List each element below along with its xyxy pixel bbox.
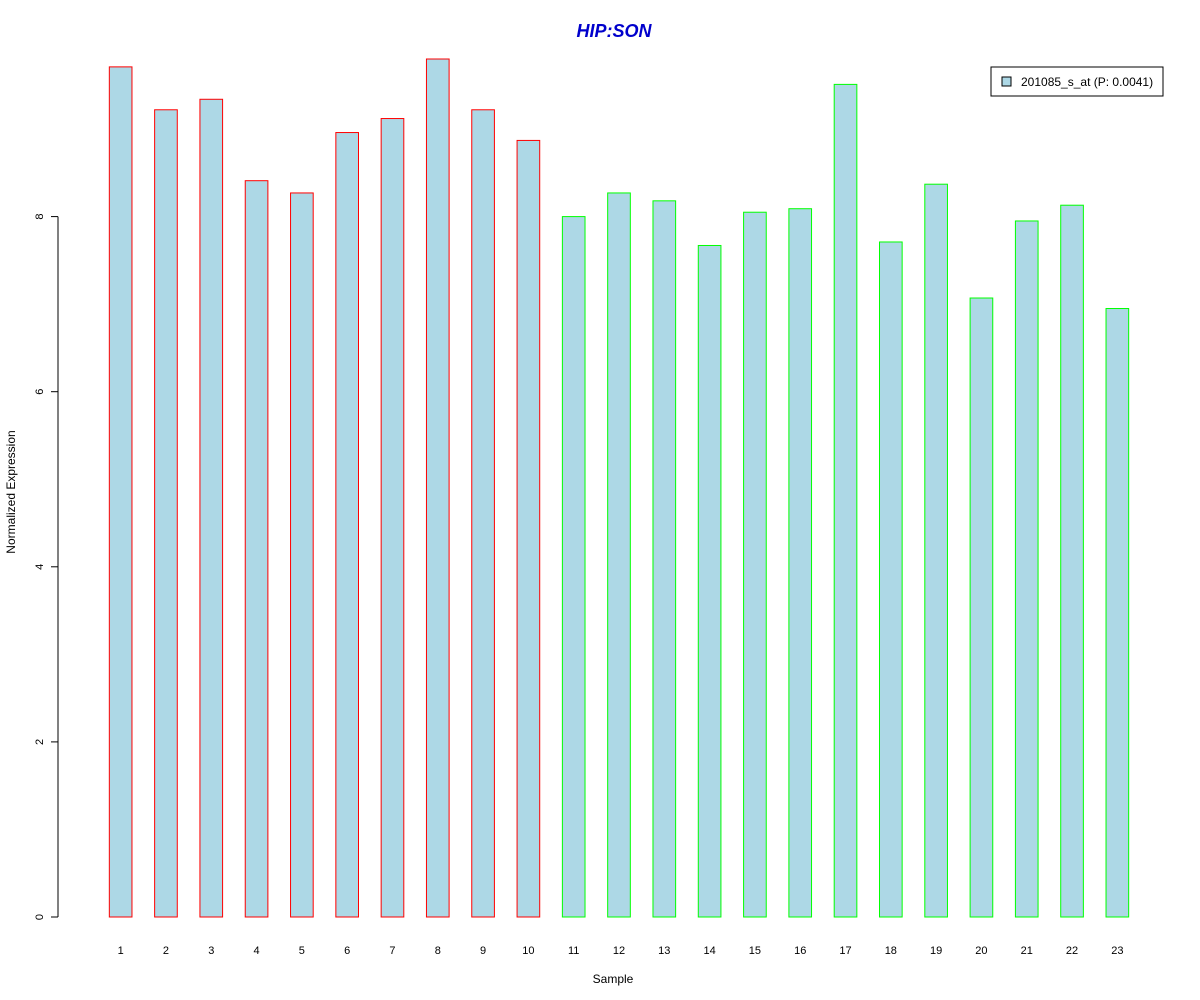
- bar-sample-18: [879, 241, 903, 918]
- bar-sample-3: [199, 98, 224, 918]
- y-tick-label: 6: [34, 389, 46, 395]
- bar-sample-2: [154, 109, 178, 918]
- x-tick-label: 2: [163, 945, 169, 957]
- y-axis-title: Normalized Expression: [4, 430, 18, 553]
- bar-sample-17: [833, 83, 858, 918]
- legend-box: [990, 66, 1164, 97]
- x-tick-label: 21: [1021, 945, 1033, 957]
- bar-sample-11: [561, 216, 586, 918]
- y-tick-label: 8: [34, 214, 46, 220]
- x-tick-label: 6: [344, 945, 350, 957]
- bar-sample-23: [1105, 308, 1130, 918]
- legend-swatch: [1001, 76, 1012, 87]
- x-tick-label: 19: [930, 945, 942, 957]
- bars: [108, 58, 1130, 918]
- bar-sample-10: [516, 139, 541, 918]
- x-tick-label: 23: [1111, 945, 1123, 957]
- x-tick-label: 10: [522, 945, 534, 957]
- y-axis: 0 2 4 6 8: [34, 214, 59, 920]
- y-tick-label: 2: [34, 739, 46, 745]
- bar-sample-13: [652, 200, 677, 918]
- bar-sample-7: [380, 118, 405, 918]
- x-axis-title: Sample: [593, 972, 634, 986]
- x-tick-label: 20: [975, 945, 987, 957]
- x-tick-label: 11: [568, 945, 579, 957]
- bar-sample-1: [108, 66, 133, 918]
- x-tick-label: 4: [254, 945, 260, 957]
- x-tick-label: 5: [299, 945, 305, 957]
- x-tick-label: 9: [480, 945, 486, 957]
- bar-sample-16: [788, 208, 813, 918]
- x-tick-label: 12: [613, 945, 625, 957]
- x-tick-label: 3: [208, 945, 214, 957]
- x-tick-label: 13: [658, 945, 670, 957]
- x-tick-labels: 1 2 3 4 5 6 7 8 9 10 11 12 13 14 15 16 17 18 19 20 21 22 23: [118, 945, 1124, 957]
- bar-sample-22: [1060, 204, 1084, 918]
- chart-title: HIP:SON: [576, 21, 652, 41]
- x-tick-label: 1: [118, 945, 124, 957]
- bar-sample-8: [425, 58, 450, 918]
- legend: 201085_s_at (P: 0.0041): [990, 66, 1164, 97]
- y-tick-label: 0: [34, 914, 46, 920]
- legend-label: 201085_s_at (P: 0.0041): [1021, 75, 1153, 89]
- bar-sample-15: [743, 211, 767, 918]
- bar-sample-9: [471, 109, 495, 918]
- bar-sample-4: [244, 180, 269, 918]
- bar-sample-19: [924, 183, 948, 918]
- x-tick-label: 14: [703, 945, 715, 957]
- x-tick-label: 15: [749, 945, 761, 957]
- bar-sample-12: [607, 192, 631, 918]
- bar-sample-14: [697, 244, 722, 918]
- x-tick-label: 22: [1066, 945, 1078, 957]
- x-tick-label: 7: [389, 945, 395, 957]
- x-tick-label: 8: [435, 945, 441, 957]
- bar-sample-5: [290, 192, 314, 918]
- x-tick-label: 16: [794, 945, 806, 957]
- x-tick-label: 18: [885, 945, 897, 957]
- bar-sample-6: [335, 132, 360, 918]
- y-tick-label: 4: [34, 564, 46, 570]
- bar-sample-21: [1014, 220, 1039, 918]
- x-tick-label: 17: [839, 945, 851, 957]
- bar-sample-20: [969, 297, 994, 918]
